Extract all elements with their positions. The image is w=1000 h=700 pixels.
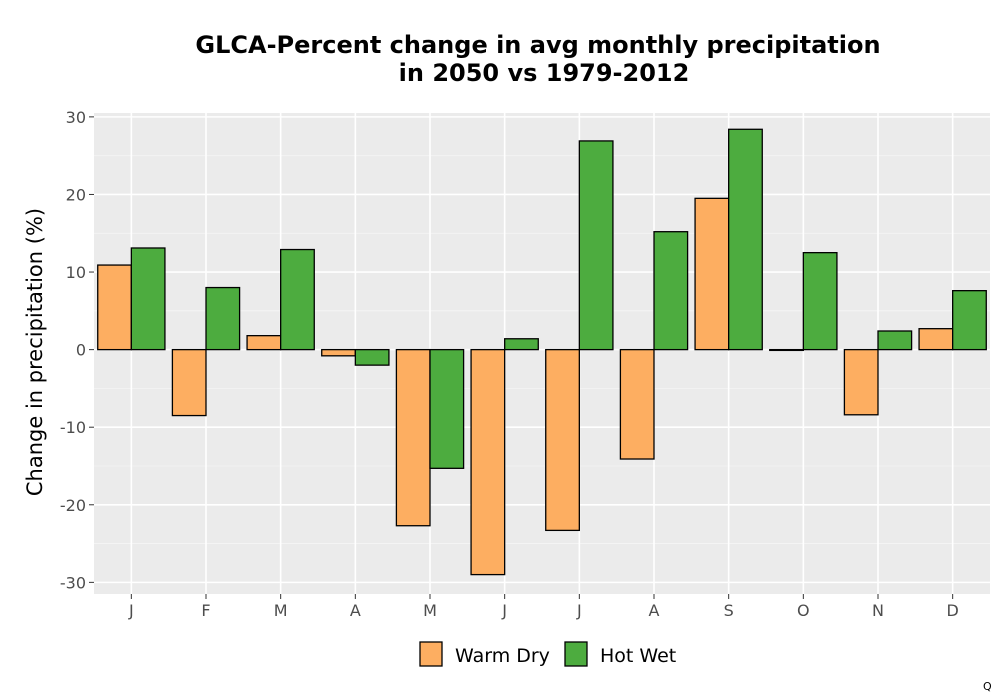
legend-swatch — [564, 641, 588, 667]
chart-title-line2: in 2050 vs 1979-2012 — [399, 59, 690, 87]
plot-panel — [94, 113, 990, 594]
legend-label: Warm Dry — [455, 645, 550, 667]
bar-hot-wet — [802, 251, 838, 351]
x-tick-label: F — [201, 601, 210, 620]
legend-swatch — [419, 641, 443, 667]
x-tick-label: J — [128, 601, 134, 620]
x-tick-label: J — [501, 601, 507, 620]
bar-warm-dry — [843, 348, 879, 416]
x-tick-label: D — [947, 601, 959, 620]
bar-warm-dry — [694, 197, 730, 351]
chart-title-line1: GLCA-Percent change in avg monthly preci… — [195, 31, 880, 59]
y-tick-label: -20 — [60, 496, 86, 515]
bar-warm-dry — [97, 264, 132, 351]
legend: Warm Dry Hot Wet — [419, 641, 676, 667]
bar-hot-wet — [504, 338, 539, 351]
x-tick-label: N — [872, 601, 884, 620]
bar-hot-wet — [653, 231, 689, 351]
x-tick-label: A — [649, 601, 660, 620]
bar-warm-dry — [246, 335, 282, 351]
x-tick-label: M — [274, 601, 288, 620]
bar-warm-dry — [545, 348, 580, 532]
bar-hot-wet — [429, 348, 465, 469]
y-tick-label: 0 — [76, 341, 86, 360]
y-tick-label: 30 — [66, 108, 86, 127]
bar-warm-dry — [470, 348, 506, 576]
bar-hot-wet — [280, 248, 315, 351]
bar-hot-wet — [877, 330, 913, 351]
bar-warm-dry — [918, 328, 954, 351]
bar-warm-dry — [171, 348, 207, 417]
x-tick-label: J — [576, 601, 582, 620]
x-tick-label: A — [350, 601, 361, 620]
bar-warm-dry — [395, 348, 431, 527]
y-tick-label: -10 — [60, 418, 86, 437]
bar-hot-wet — [952, 290, 987, 351]
y-tick-label: -30 — [60, 573, 86, 592]
x-tick-label: S — [724, 601, 734, 620]
bar-warm-dry — [769, 348, 804, 352]
bar-hot-wet — [354, 348, 390, 366]
corner-mark: Q — [983, 680, 992, 693]
bar-hot-wet — [205, 286, 241, 351]
bar-warm-dry — [321, 348, 356, 357]
bar-series — [97, 128, 987, 576]
bar-warm-dry — [619, 348, 655, 460]
y-axis-title: Change in precipitation (%) — [23, 208, 47, 496]
y-tick-label: 10 — [66, 263, 86, 282]
y-tick-label: 20 — [66, 185, 86, 204]
x-tick-label: O — [797, 601, 810, 620]
bar-hot-wet — [578, 140, 614, 351]
bar-hot-wet — [728, 128, 763, 351]
x-tick-label: M — [423, 601, 437, 620]
bar-hot-wet — [130, 247, 166, 351]
y-axis: -30 -20 -10 0 10 20 30 — [60, 108, 94, 592]
legend-label: Hot Wet — [600, 645, 676, 667]
